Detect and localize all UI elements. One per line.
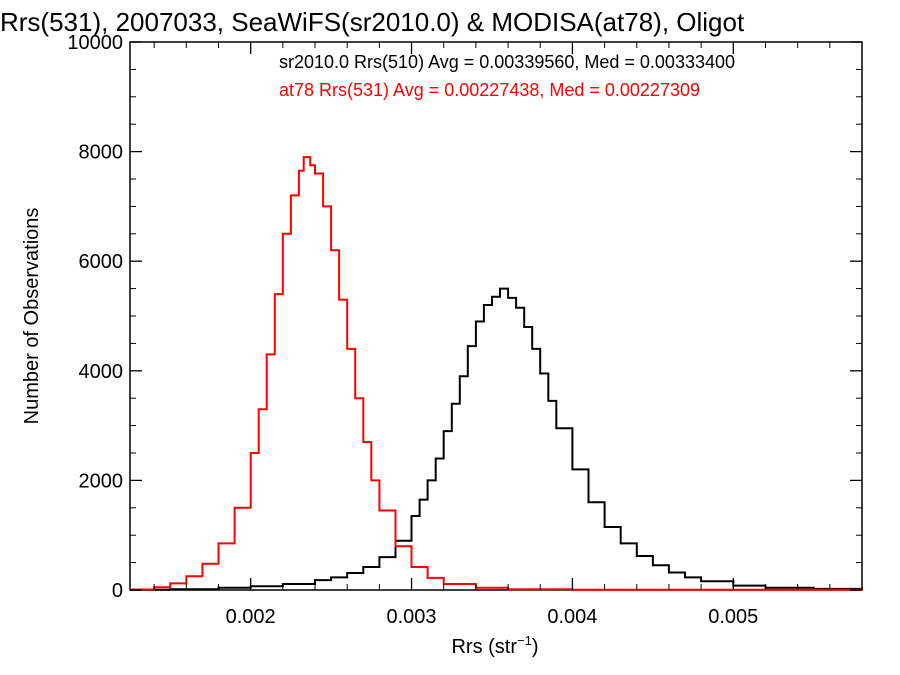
x-axis-label-close: ) [532,636,539,658]
y-axis-label: Number of Observations [21,208,43,425]
x-axis-label-main: Rrs (str [451,636,517,658]
y-tick-label: 2000 [79,470,124,492]
x-tick-label: 0.004 [547,606,597,628]
y-tick-label: 10000 [67,32,123,54]
series-line-black [130,287,863,591]
legend-entry-black: sr2010.0 Rrs(510) Avg = 0.00339560, Med … [279,52,735,72]
series-line-red [130,156,863,591]
legend-entry-red: at78 Rrs(531) Avg = 0.00227438, Med = 0.… [279,80,700,100]
ticks-layer: 0.002 0.003 0.004 0.005 0 2000 4000 6000 8000 100… [67,32,862,628]
series-layer [130,156,863,591]
y-tick-label: 6000 [79,251,124,273]
y-tick-label: 4000 [79,361,124,383]
x-tick-label: 0.003 [387,606,437,628]
x-axis-label-sup: −1 [517,633,532,648]
chart-title: Rrs(531), 2007033, SeaWiFS(sr2010.0) & M… [0,7,745,37]
y-tick-label: 8000 [79,142,124,164]
y-tick-label: 0 [112,580,123,602]
x-tick-label: 0.005 [708,606,758,628]
x-axis-label: Rrs (str−1) [451,633,538,658]
x-tick-label: 0.002 [226,606,276,628]
